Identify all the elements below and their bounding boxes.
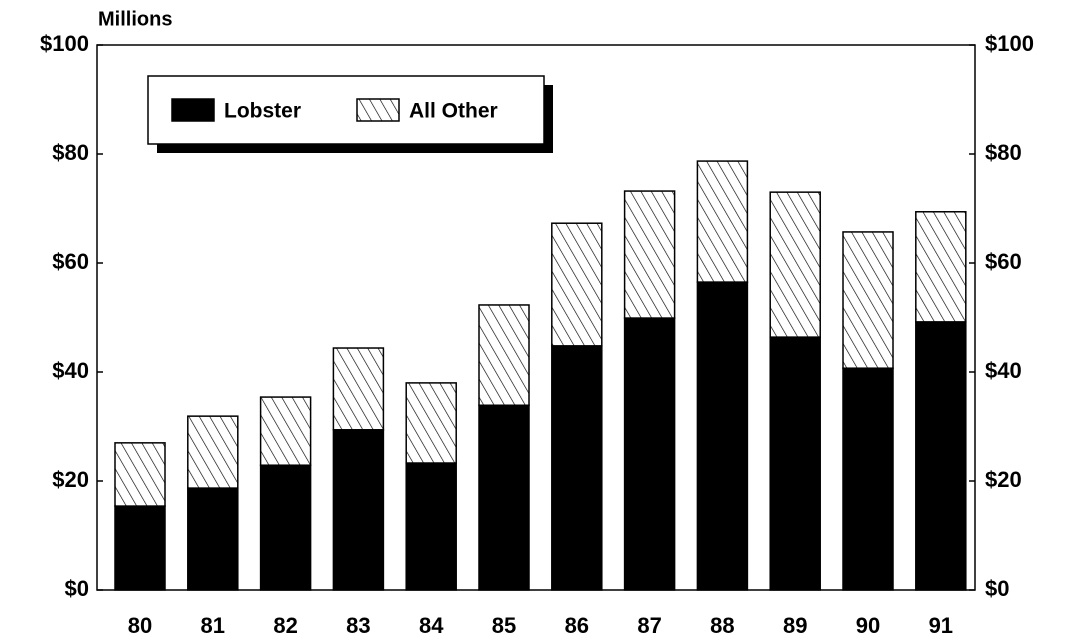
y2-tick-label: $20: [985, 467, 1022, 492]
bar-segment: [915, 321, 967, 591]
legend-label: Lobster: [224, 100, 301, 123]
y2-tick-label: $100: [985, 31, 1034, 56]
bar-segment: [114, 505, 166, 591]
x-tick-label: 85: [492, 613, 516, 638]
bar-segment: [842, 231, 894, 369]
y-tick-label: $40: [52, 358, 89, 383]
y-tick-label: $0: [65, 576, 89, 601]
bar-segment: [187, 415, 239, 489]
plot-frame: [96, 44, 976, 591]
x-tick-label: 83: [346, 613, 370, 638]
bar-segment: [696, 281, 749, 591]
x-tick-label: 84: [419, 613, 444, 638]
bar-segment: [259, 464, 312, 591]
x-tick-label: 91: [929, 613, 953, 638]
legend-swatch: [171, 98, 215, 122]
bar-segment: [696, 160, 749, 283]
bar-segment: [114, 442, 166, 507]
y-tick-label: $100: [40, 31, 89, 56]
bar-segment: [915, 211, 967, 323]
bar-segment: [478, 404, 530, 591]
x-tick-label: 88: [710, 613, 734, 638]
bar-segment: [769, 191, 821, 338]
bar-segment: [259, 396, 312, 466]
bar-segment: [551, 345, 603, 591]
bar-segment: [478, 304, 530, 406]
y2-tick-label: $80: [985, 140, 1022, 165]
x-tick-label: 80: [128, 613, 152, 638]
bar-segment: [623, 190, 676, 319]
bar-segment: [842, 367, 894, 591]
y-axis-label: Millions: [98, 8, 172, 30]
bar-segment: [405, 382, 457, 464]
y2-tick-label: $60: [985, 249, 1022, 274]
legend-swatch: [356, 98, 400, 122]
bar-segment: [332, 347, 385, 431]
legend-label: All Other: [409, 100, 498, 123]
y2-tick-label: $40: [985, 358, 1022, 383]
legend: Lobster All Other: [147, 75, 553, 153]
y-tick-label: $20: [52, 467, 89, 492]
x-tick-label: 89: [783, 613, 807, 638]
y-tick-label: $60: [52, 249, 89, 274]
x-tick-label: 86: [565, 613, 589, 638]
bar-segment: [769, 336, 821, 591]
x-tick-label: 90: [856, 613, 880, 638]
x-tick-label: 81: [201, 613, 225, 638]
bar-segment: [187, 487, 239, 591]
y2-tick-label: $0: [985, 576, 1009, 601]
bar-segment: [551, 222, 603, 347]
y-tick-label: $80: [52, 140, 89, 165]
x-tick-label: 82: [273, 613, 297, 638]
x-tick-label: 87: [637, 613, 661, 638]
bar-segment: [405, 462, 457, 591]
bar-segment: [623, 317, 676, 591]
bar-segment: [332, 429, 385, 591]
